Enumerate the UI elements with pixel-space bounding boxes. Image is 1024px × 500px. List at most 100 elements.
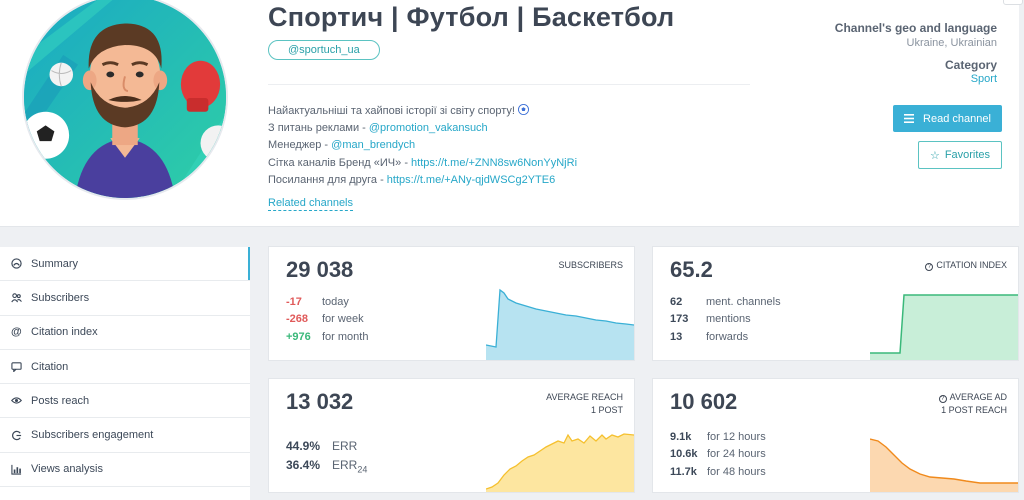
reach-sparkline <box>486 433 634 492</box>
stat-row: 10.6k for 24 hours <box>670 446 766 463</box>
description-line: Найактуальніші та хайпові історії зі сві… <box>268 103 577 120</box>
collapse-toggle[interactable] <box>1003 0 1023 5</box>
quote-icon <box>11 362 22 373</box>
average-ad-reach-label-line2: 1 POST REACH <box>941 405 1007 415</box>
header-divider <box>268 84 750 85</box>
change-value: +976 <box>286 330 311 343</box>
citation-index-card[interactable]: 65.2 ? CITATION INDEX 62 ment. channels 17… <box>652 246 1019 361</box>
geo-label: Channel's geo and language <box>834 21 997 35</box>
citation-index-value: 65.2 <box>670 257 713 282</box>
description-text: Сітка каналів Бренд «ИЧ» - <box>268 156 412 169</box>
change-row: -268 for week <box>286 311 368 328</box>
citation-index-label: ? CITATION INDEX <box>925 259 1007 272</box>
related-channels-link[interactable]: Related channels <box>268 197 354 211</box>
err24-value: 36.4% <box>286 458 321 472</box>
description-text: Найактуальніші та хайпові історії зі сві… <box>268 105 518 117</box>
favorites-button[interactable]: ☆ Favorites <box>918 141 1002 169</box>
stat-row: 62 ment. channels <box>670 294 781 311</box>
info-icon: ? <box>925 263 934 271</box>
invite-link[interactable]: https://t.me/+ANy-qjdWSCg2YTE6 <box>386 173 556 186</box>
change-row: -17 today <box>286 294 368 311</box>
category-label: Category <box>944 58 997 72</box>
summary-icon <box>11 258 22 269</box>
stat-value: 9.1k <box>670 431 692 443</box>
sidebar-item-engagement[interactable]: Subscribers engagement <box>0 418 250 453</box>
stat-value: 13 <box>670 330 683 343</box>
channel-header: Спортич | Футбол | Баскетбол @sportuch_u… <box>0 0 1023 227</box>
star-icon: ☆ <box>929 149 940 162</box>
err-row: 44.9% ERR <box>286 437 367 456</box>
soccer-ball-icon <box>517 104 529 115</box>
sidebar-item-citation[interactable]: Citation <box>0 350 250 385</box>
read-channel-button[interactable]: Read channel <box>893 105 1002 132</box>
description-text: З питань реклами - <box>268 122 369 135</box>
sidebar-nav: Summary Subscribers @ Citation index Cit… <box>0 247 250 500</box>
stat-row: 11.7k for 48 hours <box>670 464 766 481</box>
sidebar-item-label: Citation index <box>31 326 98 339</box>
subscribers-changes: -17 today -268 for week +976 for month <box>286 294 368 346</box>
eye-icon <box>11 397 22 404</box>
err24-row: 36.4% ERR24 <box>286 456 367 479</box>
sidebar-item-citation-index[interactable]: @ Citation index <box>0 316 250 350</box>
channel-handle[interactable]: @sportuch_ua <box>268 40 380 60</box>
sidebar-item-posts-reach[interactable]: Posts reach <box>0 384 250 419</box>
average-ad-reach-label: ? AVERAGE AD 1 POST REACH <box>938 391 1007 417</box>
category-link[interactable]: Sport <box>970 73 997 85</box>
sidebar-item-label: Citation <box>31 360 69 373</box>
average-reach-label-line1: AVERAGE REACH <box>546 392 623 402</box>
description-text: Менеджер - <box>268 139 332 152</box>
at-icon: @ <box>11 325 22 338</box>
stat-value: 10.6k <box>670 448 698 461</box>
description-line: З питань реклами - @promotion_vakansuch <box>268 120 577 137</box>
ads-contact-link[interactable]: @promotion_vakansuch <box>368 122 488 135</box>
channel-avatar <box>22 0 228 200</box>
err24-sub: 24 <box>357 464 368 475</box>
sidebar-item-views-analysis[interactable]: Views analysis <box>0 453 250 488</box>
subscribers-card[interactable]: 29 038 SUBSCRIBERS -17 today -268 for week… <box>268 246 635 361</box>
read-channel-label: Read channel <box>923 112 991 125</box>
list-icon <box>904 114 915 123</box>
stat-label: for 12 hours <box>707 431 766 443</box>
sidebar-item-subscribers[interactable]: Subscribers <box>0 281 250 316</box>
err-stats: 44.9% ERR 36.4% ERR24 <box>286 437 367 479</box>
sidebar-item-label: Views analysis <box>31 463 103 476</box>
description-line: Менеджер - @man_brendych <box>268 137 577 154</box>
average-reach-card[interactable]: 13 032 AVERAGE REACH 1 POST 44.9% ERR 36.… <box>268 378 635 493</box>
stat-label: mentions <box>706 313 751 326</box>
stat-row: 173 mentions <box>670 311 781 328</box>
subscribers-count: 29 038 <box>286 257 354 282</box>
change-value: -17 <box>286 296 302 308</box>
change-period: for month <box>322 330 369 343</box>
users-icon <box>11 293 22 303</box>
description-line: Сітка каналів Бренд «ИЧ» - https://t.me/… <box>268 155 577 172</box>
average-ad-reach-label-line1: AVERAGE AD <box>949 392 1007 402</box>
citation-sparkline <box>870 294 1018 360</box>
average-ad-reach-value: 10 602 <box>670 389 738 414</box>
change-value: -268 <box>286 313 309 326</box>
favorites-label: Favorites <box>944 149 991 161</box>
channel-description: Найактуальніші та хайпові історії зі сві… <box>268 103 577 189</box>
channel-title: Спортич | Футбол | Баскетбол <box>268 2 675 32</box>
err-label: ERR <box>332 439 358 453</box>
sidebar-item-summary[interactable]: Summary <box>0 247 250 282</box>
geo-value: Ukraine, Ukrainian <box>906 37 997 49</box>
stat-label: for 24 hours <box>707 448 766 461</box>
subscribers-sparkline <box>486 288 634 360</box>
average-reach-label-line2: 1 POST <box>590 405 623 415</box>
ad-reach-sparkline <box>870 438 1018 492</box>
ad-reach-stats: 9.1k for 12 hours 10.6k for 24 hours 11.7k… <box>670 429 766 481</box>
sidebar-item-label: Summary <box>31 257 79 270</box>
subscribers-label: SUBSCRIBERS <box>558 260 623 270</box>
stat-row: 13 forwards <box>670 329 781 346</box>
manager-link[interactable]: @man_brendych <box>331 139 416 152</box>
average-ad-reach-card[interactable]: 10 602 ? AVERAGE AD 1 POST REACH 9.1k for … <box>652 378 1019 493</box>
err24-label: ERR <box>332 458 358 472</box>
sidebar-item-label: Subscribers engagement <box>31 429 154 442</box>
average-reach-label: AVERAGE REACH 1 POST <box>546 391 623 417</box>
sidebar-item-label: Posts reach <box>31 394 90 407</box>
citation-index-label-text: CITATION INDEX <box>936 260 1007 270</box>
avatar-illustration <box>24 0 226 198</box>
description-text: Посилання для друга - <box>268 173 387 186</box>
brand-network-link[interactable]: https://t.me/+ZNN8sw6NonYyNjRi <box>411 156 578 169</box>
change-row: +976 for month <box>286 329 368 346</box>
